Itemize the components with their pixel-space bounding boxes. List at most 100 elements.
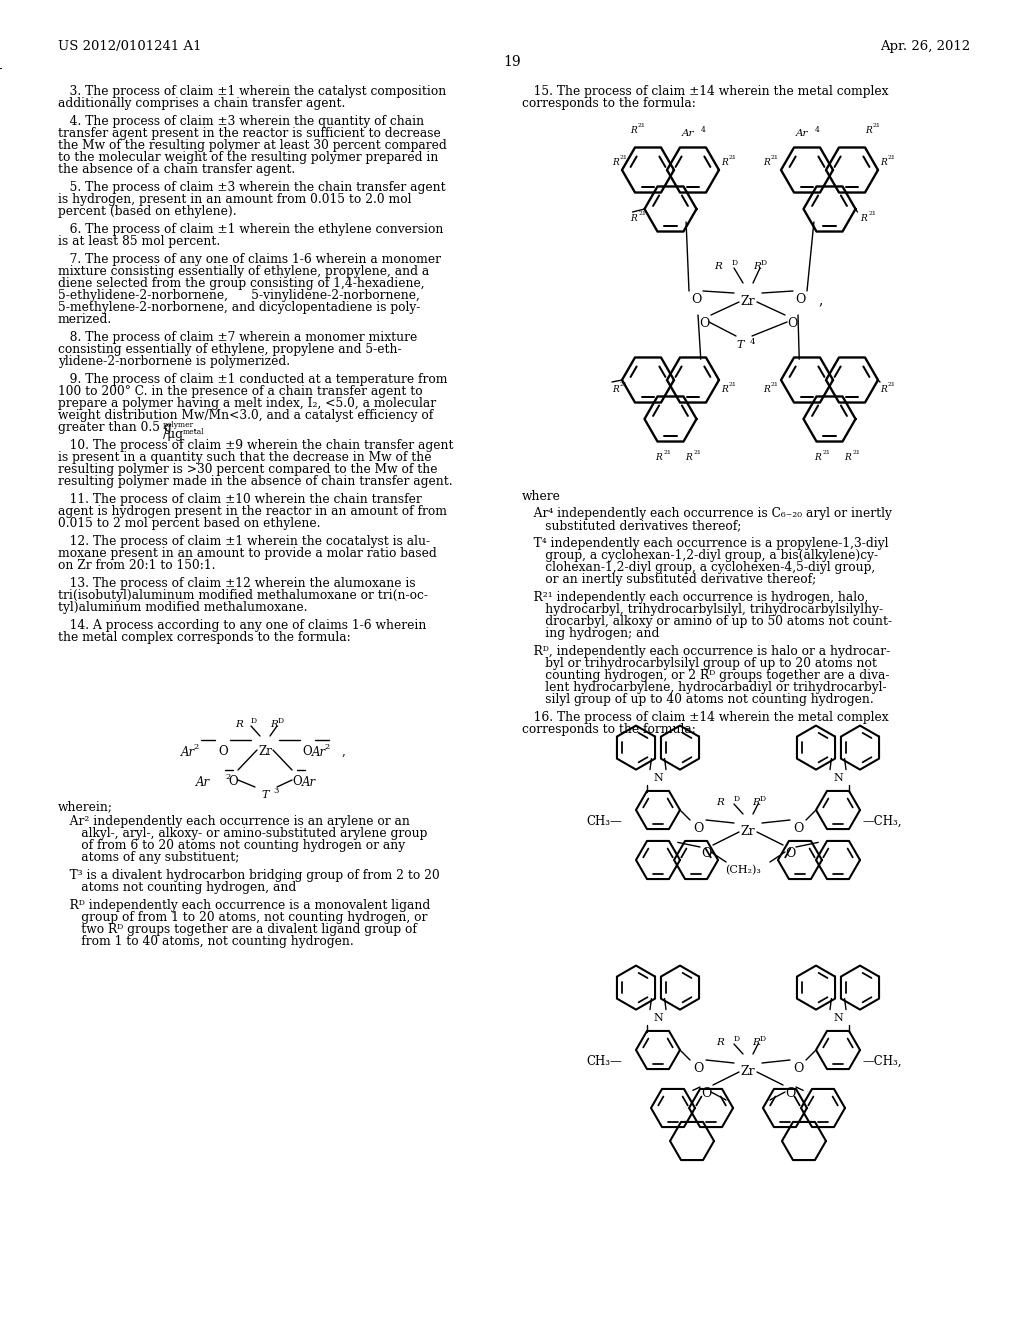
- Text: 21: 21: [620, 381, 628, 387]
- Text: 19: 19: [503, 55, 521, 69]
- Text: Ar⁴ independently each occurrence is C₆₋₂₀ aryl or inertly: Ar⁴ independently each occurrence is C₆₋…: [522, 507, 892, 520]
- Text: additionally comprises a chain transfer agent.: additionally comprises a chain transfer …: [58, 96, 345, 110]
- Text: is present in a quantity such that the decrease in Mw of the: is present in a quantity such that the d…: [58, 451, 431, 465]
- Text: R: R: [631, 214, 637, 223]
- Text: 21: 21: [822, 450, 830, 455]
- Text: atoms not counting hydrogen, and: atoms not counting hydrogen, and: [58, 880, 296, 894]
- Text: R: R: [655, 453, 663, 462]
- Text: 21: 21: [853, 450, 860, 455]
- Text: R: R: [721, 385, 728, 393]
- Text: R: R: [880, 158, 887, 168]
- Text: US 2012/0101241 A1: US 2012/0101241 A1: [58, 40, 202, 53]
- Text: D: D: [251, 717, 257, 725]
- Text: the absence of a chain transfer agent.: the absence of a chain transfer agent.: [58, 162, 295, 176]
- Text: .: .: [193, 421, 197, 434]
- Text: lent hydrocarbylene, hydrocarbadiyl or trihydrocarbyl-: lent hydrocarbylene, hydrocarbadiyl or t…: [522, 681, 887, 694]
- Text: R: R: [814, 453, 821, 462]
- Text: group, a cyclohexan-1,2-diyl group, a bis(alkylene)cy-: group, a cyclohexan-1,2-diyl group, a bi…: [522, 549, 879, 562]
- Text: from 1 to 40 atoms, not counting hydrogen.: from 1 to 40 atoms, not counting hydroge…: [58, 935, 353, 948]
- Text: O: O: [691, 293, 701, 306]
- Text: on Zr from 20:1 to 150:1.: on Zr from 20:1 to 150:1.: [58, 558, 215, 572]
- Text: R: R: [685, 453, 692, 462]
- Text: group of from 1 to 20 atoms, not counting hydrogen, or: group of from 1 to 20 atoms, not countin…: [58, 911, 427, 924]
- Text: percent (based on ethylene).: percent (based on ethylene).: [58, 205, 237, 218]
- Text: 8. The process of claim ±7 wherein a monomer mixture: 8. The process of claim ±7 wherein a mon…: [58, 331, 417, 345]
- Text: O: O: [693, 822, 703, 836]
- Text: 7. The process of any one of claims 1-6 wherein a monomer: 7. The process of any one of claims 1-6 …: [58, 253, 441, 267]
- Text: (CH₂)₃: (CH₂)₃: [725, 865, 761, 875]
- Text: Zr: Zr: [258, 744, 272, 758]
- Text: O: O: [793, 1063, 803, 1074]
- Text: N: N: [834, 1012, 843, 1023]
- Text: the metal complex corresponds to the formula:: the metal complex corresponds to the for…: [58, 631, 351, 644]
- Text: D: D: [760, 1035, 766, 1043]
- Text: greater than 0.5 g: greater than 0.5 g: [58, 421, 172, 434]
- Text: 11. The process of claim ±10 wherein the chain transfer: 11. The process of claim ±10 wherein the…: [58, 492, 422, 506]
- Text: O: O: [302, 744, 312, 758]
- Text: R: R: [752, 1038, 760, 1047]
- Text: 21: 21: [638, 123, 646, 128]
- Text: 2: 2: [193, 743, 199, 751]
- Text: CH₃—: CH₃—: [586, 814, 622, 828]
- Text: O: O: [784, 847, 796, 861]
- Text: substituted derivatives thereof;: substituted derivatives thereof;: [522, 519, 741, 532]
- Text: Ar: Ar: [181, 746, 196, 759]
- Text: corresponds to the formula:: corresponds to the formula:: [522, 723, 696, 737]
- Text: O: O: [786, 317, 798, 330]
- Text: Zr: Zr: [740, 825, 756, 838]
- Text: 16. The process of claim ±14 wherein the metal complex: 16. The process of claim ±14 wherein the…: [522, 711, 889, 723]
- Text: 4: 4: [815, 125, 820, 135]
- Text: two Rᴰ groups together are a divalent ligand group of: two Rᴰ groups together are a divalent li…: [58, 923, 417, 936]
- Text: counting hydrogen, or 2 Rᴰ groups together are a diva-: counting hydrogen, or 2 Rᴰ groups togeth…: [522, 669, 890, 682]
- Text: —CH₃,: —CH₃,: [862, 814, 901, 828]
- Text: 10. The process of claim ±9 wherein the chain transfer agent: 10. The process of claim ±9 wherein the …: [58, 440, 454, 451]
- Text: R: R: [716, 799, 724, 807]
- Text: hydrocarbyl, trihydrocarbylsilyl, trihydrocarbylsilylhy-: hydrocarbyl, trihydrocarbylsilyl, trihyd…: [522, 603, 883, 616]
- Text: of from 6 to 20 atoms not counting hydrogen or any: of from 6 to 20 atoms not counting hydro…: [58, 840, 406, 851]
- Text: D: D: [732, 259, 738, 267]
- Text: 21: 21: [729, 154, 737, 160]
- Text: corresponds to the formula:: corresponds to the formula:: [522, 96, 696, 110]
- Text: resulting polymer is >30 percent compared to the Mw of the: resulting polymer is >30 percent compare…: [58, 463, 437, 477]
- Text: Apr. 26, 2012: Apr. 26, 2012: [880, 40, 970, 53]
- Text: 21: 21: [888, 381, 896, 387]
- Text: merized.: merized.: [58, 313, 113, 326]
- Text: 3. The process of claim ±1 wherein the catalyst composition: 3. The process of claim ±1 wherein the c…: [58, 84, 446, 98]
- Text: polymer: polymer: [163, 421, 195, 429]
- Text: 9. The process of claim ±1 conducted at a temperature from: 9. The process of claim ±1 conducted at …: [58, 374, 447, 385]
- Text: ylidene-2-norbornene is polymerized.: ylidene-2-norbornene is polymerized.: [58, 355, 290, 368]
- Text: R: R: [865, 125, 871, 135]
- Text: Zr: Zr: [740, 294, 756, 308]
- Text: O: O: [784, 1086, 796, 1100]
- Text: 21: 21: [873, 123, 881, 128]
- Text: 21: 21: [620, 154, 628, 160]
- Text: D: D: [761, 259, 767, 267]
- Text: Ar: Ar: [312, 746, 326, 759]
- Text: R: R: [763, 385, 770, 393]
- Text: 4: 4: [701, 125, 706, 135]
- Text: T: T: [736, 341, 743, 350]
- Text: weight distribution Mw/Mn<3.0, and a catalyst efficiency of: weight distribution Mw/Mn<3.0, and a cat…: [58, 409, 433, 422]
- Text: R: R: [270, 719, 278, 729]
- Text: T³ is a divalent hydrocarbon bridging group of from 2 to 20: T³ is a divalent hydrocarbon bridging gr…: [58, 869, 439, 882]
- Text: O: O: [700, 847, 712, 861]
- Text: R: R: [236, 719, 243, 729]
- Text: Ar: Ar: [796, 129, 808, 139]
- Text: D: D: [760, 795, 766, 803]
- Text: T⁴ independently each occurrence is a propylene-1,3-diyl: T⁴ independently each occurrence is a pr…: [522, 537, 889, 550]
- Text: 21: 21: [868, 211, 877, 216]
- Text: 21: 21: [771, 381, 779, 387]
- Text: 5-methylene-2-norbornene, and dicyclopentadiene is poly-: 5-methylene-2-norbornene, and dicyclopen…: [58, 301, 421, 314]
- Text: Ar² independently each occurrence is an arylene or an: Ar² independently each occurrence is an …: [58, 814, 410, 828]
- Text: ,: ,: [342, 744, 346, 758]
- Text: Zr: Zr: [740, 1065, 756, 1078]
- Text: 21: 21: [888, 154, 896, 160]
- Text: R: R: [880, 385, 887, 393]
- Text: 21: 21: [693, 450, 701, 455]
- Text: mixture consisting essentially of ethylene, propylene, and a: mixture consisting essentially of ethyle…: [58, 265, 429, 279]
- Text: R: R: [612, 385, 618, 393]
- Text: /μg: /μg: [163, 428, 183, 441]
- Text: D: D: [734, 1035, 740, 1043]
- Text: O: O: [218, 744, 227, 758]
- Text: Rᴰ independently each occurrence is a monovalent ligand: Rᴰ independently each occurrence is a mo…: [58, 899, 430, 912]
